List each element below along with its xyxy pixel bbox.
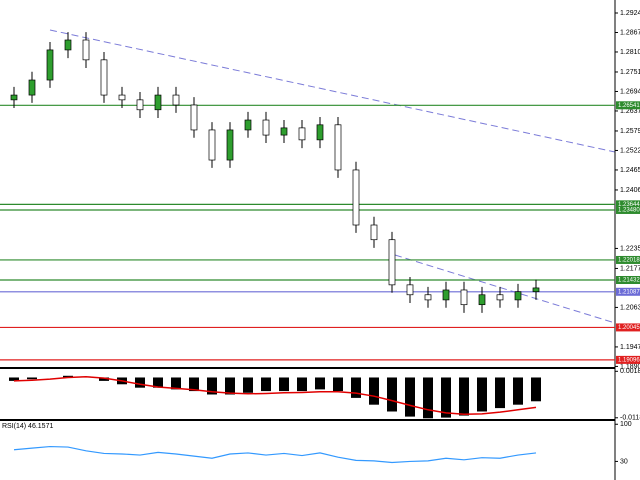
candle-body: [532, 287, 540, 293]
histogram-bar: [225, 377, 235, 395]
histogram-bar: [315, 377, 325, 390]
candle-body: [82, 39, 90, 61]
level-label: 1.26541: [618, 103, 640, 109]
level-label: 1.21087: [618, 289, 640, 295]
candle-body: [370, 224, 378, 241]
histogram-bar: [279, 377, 289, 392]
histogram-bar: [351, 377, 361, 398]
candle-body: [136, 99, 144, 111]
y-tick-label: 1.24650: [620, 167, 640, 174]
level-label: 1.21432: [618, 278, 640, 284]
candle-body: [442, 289, 450, 301]
y-tick-label: 1.25220: [620, 147, 640, 154]
indicator-title: RSI(14) 46.1571: [2, 423, 53, 430]
candle-body: [388, 239, 396, 286]
trend-line: [394, 254, 616, 324]
y-tick-label: 1.18905: [620, 363, 640, 370]
y-tick-label: 1.28100: [620, 49, 640, 56]
y-tick-label: 1.29240: [620, 10, 640, 17]
histogram-bar: [153, 377, 163, 388]
histogram-bar: [207, 377, 217, 395]
candle-body: [460, 289, 468, 306]
signal-line: [13, 376, 537, 415]
y-tick-label: 1.19475: [620, 344, 640, 351]
candle-body: [28, 79, 36, 96]
candle-body: [226, 129, 234, 161]
y-tick-label: 1.21770: [620, 265, 640, 272]
y-tick-label: 1.22355: [620, 245, 640, 252]
y-tick-label: 1.24065: [620, 187, 640, 194]
histogram-bar: [513, 377, 523, 405]
histogram-bar: [9, 377, 19, 381]
y-tick-label: -0.01185: [620, 415, 640, 422]
candle-body: [190, 104, 198, 131]
candle-body: [118, 94, 126, 101]
y-tick-label: 1.20630: [620, 304, 640, 311]
candle-body: [280, 127, 288, 136]
candle-body: [298, 127, 306, 141]
histogram-bar: [369, 377, 379, 405]
level-label-box: [616, 287, 640, 296]
level-label-box: [616, 200, 640, 209]
y-tick-label: 1.28670: [620, 29, 640, 36]
rsi-line: [13, 445, 537, 464]
level-label-box: [616, 275, 640, 284]
histogram-bar: [189, 377, 199, 392]
y-tick-label: 30: [620, 458, 628, 465]
y-tick-label: 1.26945: [620, 88, 640, 95]
histogram-bar: [261, 377, 271, 392]
y-tick-label: 1.25790: [620, 128, 640, 135]
candle-body: [64, 39, 72, 51]
candle-body: [334, 124, 342, 171]
histogram-bar: [99, 377, 109, 381]
histogram-bar: [243, 377, 253, 393]
level-label-box: [616, 205, 640, 214]
histogram-bar: [441, 377, 451, 418]
histogram-bar: [297, 377, 307, 392]
candle-body: [244, 119, 252, 131]
y-tick-label: 100: [620, 421, 632, 428]
level-label: 1.20045: [618, 325, 640, 331]
trend-line: [49, 29, 616, 153]
y-tick-label: 1.27515: [620, 69, 640, 76]
histogram-bar: [405, 377, 415, 417]
level-label-box: [616, 255, 640, 264]
histogram-bar: [459, 377, 469, 416]
histogram-bar: [495, 377, 505, 409]
candle-body: [172, 94, 180, 106]
level-label-box: [616, 101, 640, 110]
candle-body: [316, 124, 324, 141]
candle-body: [100, 59, 108, 96]
candle-body: [154, 94, 162, 111]
candle-body: [46, 49, 54, 81]
histogram-bar: [423, 377, 433, 419]
histogram-bar: [333, 377, 343, 392]
histogram-bar: [135, 377, 145, 388]
level-label: 1.19096: [618, 357, 640, 363]
level-label: 1.22018: [618, 258, 640, 264]
candle-body: [262, 119, 270, 136]
histogram-bar: [387, 377, 397, 412]
candle-body: [478, 294, 486, 306]
candle-body: [352, 169, 360, 226]
histogram-bar: [27, 377, 37, 380]
candle-body: [406, 284, 414, 296]
level-label: 1.23480: [618, 208, 640, 214]
y-tick-label: 0.00182: [620, 368, 640, 375]
histogram-bar: [477, 377, 487, 412]
candle-body: [10, 94, 18, 101]
y-tick-label: 1.26375: [620, 108, 640, 115]
candle-body: [514, 291, 522, 301]
candle-body: [496, 294, 504, 301]
histogram-bar: [531, 377, 541, 402]
level-label-box: [616, 355, 640, 364]
level-label-box: [616, 323, 640, 332]
level-label: 1.23644: [618, 202, 640, 208]
histogram-bar: [171, 377, 181, 390]
candle-body: [424, 294, 432, 301]
candle-body: [208, 129, 216, 161]
histogram-bar: [63, 375, 73, 378]
